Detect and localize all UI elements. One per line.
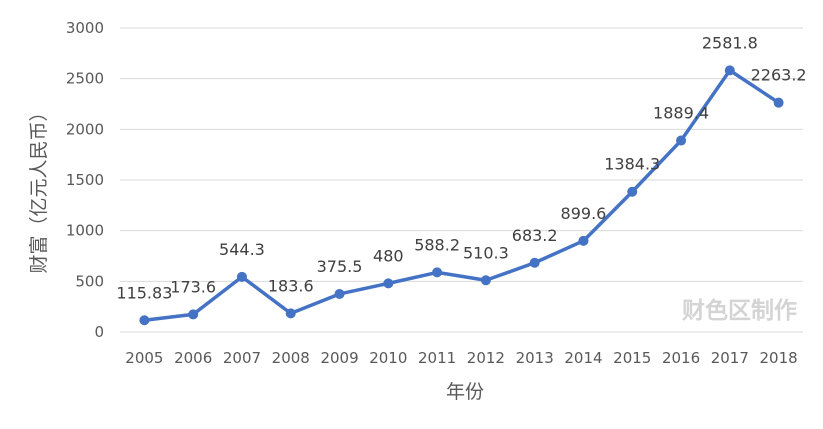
data-point xyxy=(432,267,443,278)
gridlines xyxy=(120,27,803,333)
y-axis-title: 财富（亿元人民币） xyxy=(28,102,50,273)
x-tick-label: 2008 xyxy=(272,349,310,367)
y-tick-label: 3000 xyxy=(66,19,104,37)
y-axis-ticks: 0 500 1000 1500 2000 2500 3000 xyxy=(66,19,104,341)
data-point xyxy=(480,275,491,286)
y-tick-label: 500 xyxy=(75,272,104,290)
y-tick-label: 1500 xyxy=(66,171,104,189)
data-point xyxy=(236,271,247,282)
data-label: 510.3 xyxy=(463,243,509,262)
data-label: 683.2 xyxy=(512,226,558,245)
data-point xyxy=(285,308,296,319)
y-tick-label: 0 xyxy=(94,323,104,341)
data-label: 173.6 xyxy=(170,277,216,296)
data-label: 588.2 xyxy=(414,235,460,254)
data-label: 480 xyxy=(373,246,404,265)
series-line-group xyxy=(139,65,784,326)
data-point xyxy=(334,288,345,299)
data-point xyxy=(676,135,687,146)
x-tick-label: 2015 xyxy=(613,349,651,367)
y-tick-label: 2500 xyxy=(66,70,104,88)
x-axis-ticks: 2005 2006 2007 2008 2009 2010 2011 2012 2013 2014… xyxy=(125,349,797,367)
data-point xyxy=(188,309,199,320)
data-label: 544.3 xyxy=(219,240,265,259)
data-label: 1384.3 xyxy=(604,155,660,174)
x-tick-label: 2018 xyxy=(760,349,798,367)
data-point xyxy=(724,65,735,76)
x-axis-title: 年份 xyxy=(446,381,484,403)
x-tick-label: 2013 xyxy=(516,349,554,367)
data-point xyxy=(139,315,150,326)
data-point xyxy=(383,278,394,289)
data-point xyxy=(773,97,784,108)
data-point xyxy=(529,257,540,268)
x-tick-label: 2012 xyxy=(467,349,505,367)
data-label: 899.6 xyxy=(561,204,607,223)
data-label: 183.6 xyxy=(268,276,314,295)
x-tick-label: 2011 xyxy=(418,349,456,367)
x-tick-label: 2005 xyxy=(125,349,163,367)
series-line xyxy=(142,68,781,323)
data-label: 2263.2 xyxy=(751,66,807,85)
x-tick-label: 2007 xyxy=(223,349,261,367)
watermark-text: 财色区制作 xyxy=(682,297,797,324)
y-tick-label: 2000 xyxy=(66,120,104,138)
y-tick-label: 1000 xyxy=(66,222,104,240)
x-tick-label: 2009 xyxy=(320,349,358,367)
data-label: 375.5 xyxy=(317,257,363,276)
data-label: 1889.4 xyxy=(653,104,709,123)
x-tick-label: 2014 xyxy=(564,349,602,367)
data-label: 2581.8 xyxy=(702,33,758,52)
x-tick-label: 2006 xyxy=(174,349,212,367)
x-tick-label: 2017 xyxy=(711,349,749,367)
x-tick-label: 2010 xyxy=(369,349,407,367)
data-point xyxy=(578,235,589,246)
x-tick-label: 2016 xyxy=(662,349,700,367)
data-label: 115.83 xyxy=(116,283,172,302)
data-point xyxy=(627,186,638,197)
